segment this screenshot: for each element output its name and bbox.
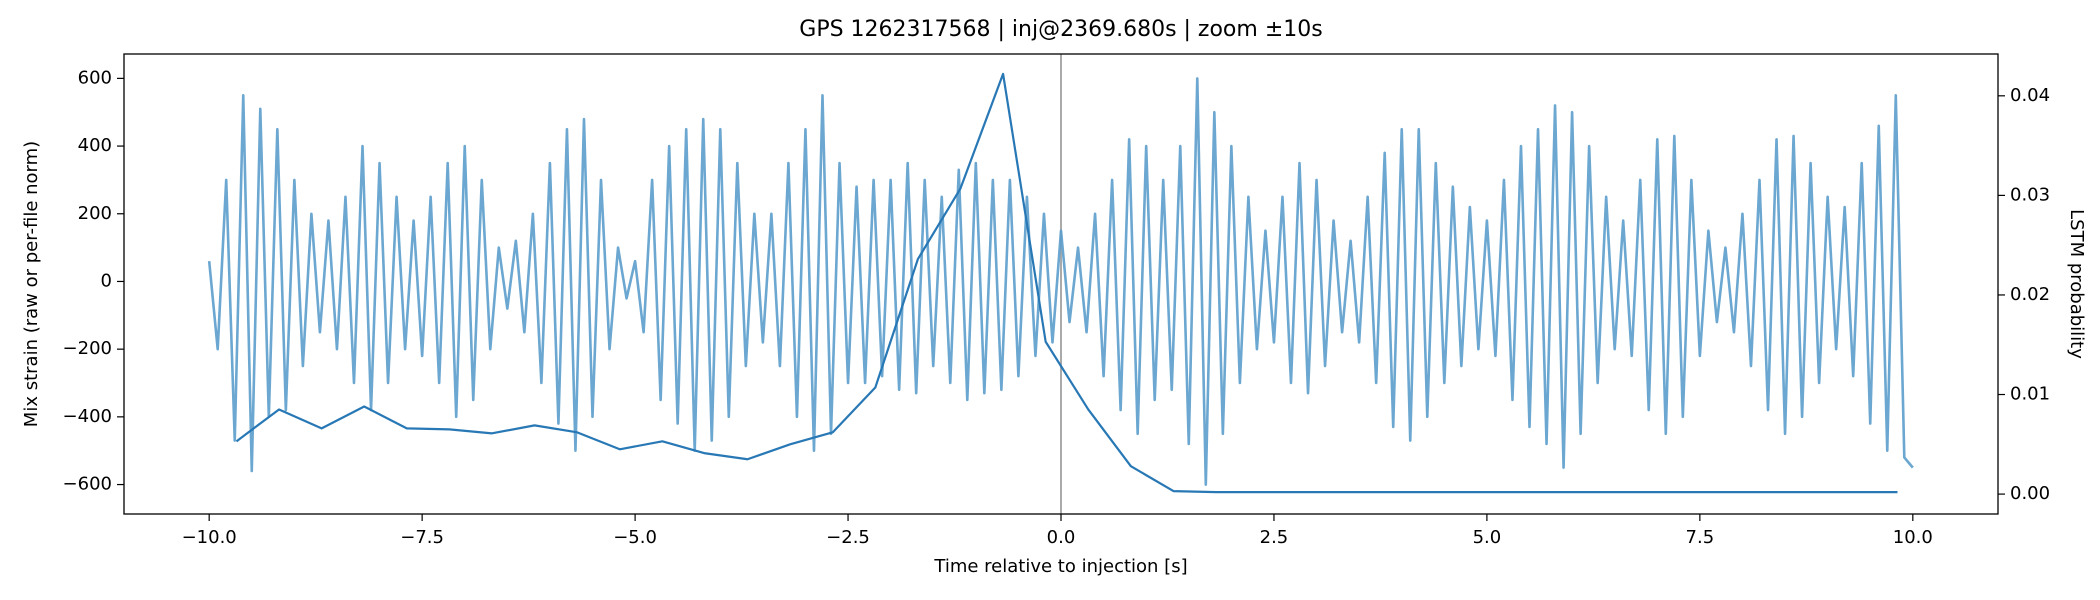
chart-title: GPS 1262317568 | inj@2369.680s | zoom ±1…	[799, 17, 1322, 42]
x-tick-label: −2.5	[826, 527, 870, 548]
y2-tick-label: 0.03	[2010, 184, 2050, 205]
y-tick-label: 400	[78, 135, 112, 156]
x-tick-label: 10.0	[1893, 527, 1933, 548]
y-tick-label: 600	[78, 67, 112, 88]
series-line	[207, 77, 1914, 486]
x-tick-label: −10.0	[182, 527, 237, 548]
plot-frame	[123, 53, 1999, 515]
x-tick-label: 2.5	[1260, 527, 1289, 548]
x-tick-label: 7.5	[1686, 527, 1715, 548]
y2-tick-label: 0.00	[2010, 483, 2050, 504]
y-tick-label: −600	[63, 474, 112, 495]
y2-tick-label: 0.01	[2010, 384, 2050, 405]
x-tick-label: −5.0	[613, 527, 657, 548]
x-tick-label: −7.5	[400, 527, 444, 548]
y-tick-label: 0	[101, 270, 112, 291]
y2-axis-label: LSTM probability	[2066, 209, 2087, 359]
y2-tick-label: 0.04	[2010, 85, 2050, 106]
y-tick-label: 200	[78, 203, 112, 224]
y-axis-label: Mix strain (raw or per-file norm)	[21, 141, 42, 427]
series-line	[235, 72, 1898, 494]
x-tick-label: 5.0	[1473, 527, 1502, 548]
x-axis-label: Time relative to injection [s]	[933, 556, 1187, 577]
y-tick-label: −400	[63, 406, 112, 427]
y-tick-label: −200	[63, 338, 112, 359]
x-tick-label: 0.0	[1047, 527, 1076, 548]
y2-tick-label: 0.02	[2010, 284, 2050, 305]
